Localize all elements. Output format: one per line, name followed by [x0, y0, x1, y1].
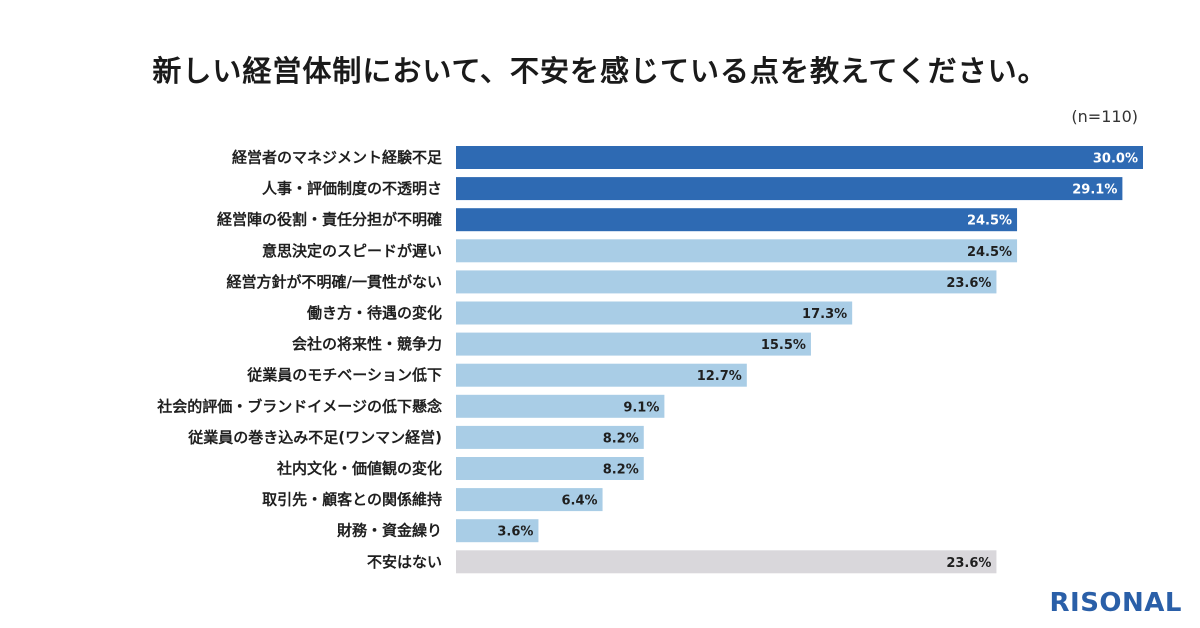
value-label: 23.6%	[946, 276, 991, 291]
bar-3	[456, 239, 1018, 263]
category-label: 社会的評価・ブランドイメージの低下懸念	[156, 397, 442, 415]
sample-size: (n=110)	[1071, 107, 1138, 126]
category-label: 従業員の巻き込み不足(ワンマン経営)	[187, 428, 442, 446]
value-label: 6.4%	[561, 494, 597, 509]
value-label: 29.1%	[1072, 183, 1117, 198]
category-label: 経営者のマネジメント経験不足	[232, 149, 443, 167]
category-label: 人事・評価制度の不透明さ	[262, 180, 442, 198]
value-label: 24.5%	[967, 245, 1012, 260]
value-label: 24.5%	[967, 214, 1012, 229]
risonal-logo: RISONAL	[1049, 588, 1182, 618]
category-label: 取引先・顧客との関係維持	[262, 491, 442, 509]
value-label: 23.6%	[946, 556, 991, 571]
value-label: 8.2%	[603, 431, 639, 446]
value-label: 8.2%	[603, 463, 639, 478]
category-label: 経営方針が不明確/一貫性がない	[227, 273, 442, 291]
category-label: 従業員のモチベーション低下	[246, 366, 442, 384]
bar-5	[456, 301, 853, 325]
value-label: 12.7%	[697, 369, 742, 384]
value-label: 30.0%	[1093, 152, 1138, 167]
bar-4	[456, 270, 997, 294]
bar-2	[456, 208, 1018, 232]
bar-12	[456, 519, 539, 543]
category-label: 経営陣の役割・責任分担が不明確	[217, 211, 442, 229]
bar-10	[456, 457, 644, 480]
bar-11	[456, 488, 603, 512]
category-label: 社内文化・価値観の変化	[276, 460, 442, 478]
category-label: 会社の将来性・競争力	[292, 335, 442, 353]
category-label: 働き方・待遇の変化	[306, 304, 442, 322]
value-label: 15.5%	[761, 338, 806, 353]
bar-1	[456, 177, 1123, 201]
category-label: 不安はない	[367, 553, 442, 571]
bar-7	[456, 363, 747, 387]
value-label: 3.6%	[497, 525, 533, 540]
bar-9	[456, 425, 644, 449]
bar-13	[456, 550, 997, 574]
value-label: 9.1%	[623, 400, 659, 415]
category-label: 意思決定のスピードが遅い	[262, 242, 442, 260]
bar-8	[456, 394, 665, 418]
chart-title: 新しい経営体制において、不安を感じている点を教えてください。	[152, 54, 1048, 88]
bar-0	[456, 146, 1143, 169]
category-label: 財務・資金繰り	[336, 522, 442, 540]
bar-6	[456, 332, 811, 356]
value-label: 17.3%	[802, 307, 847, 322]
